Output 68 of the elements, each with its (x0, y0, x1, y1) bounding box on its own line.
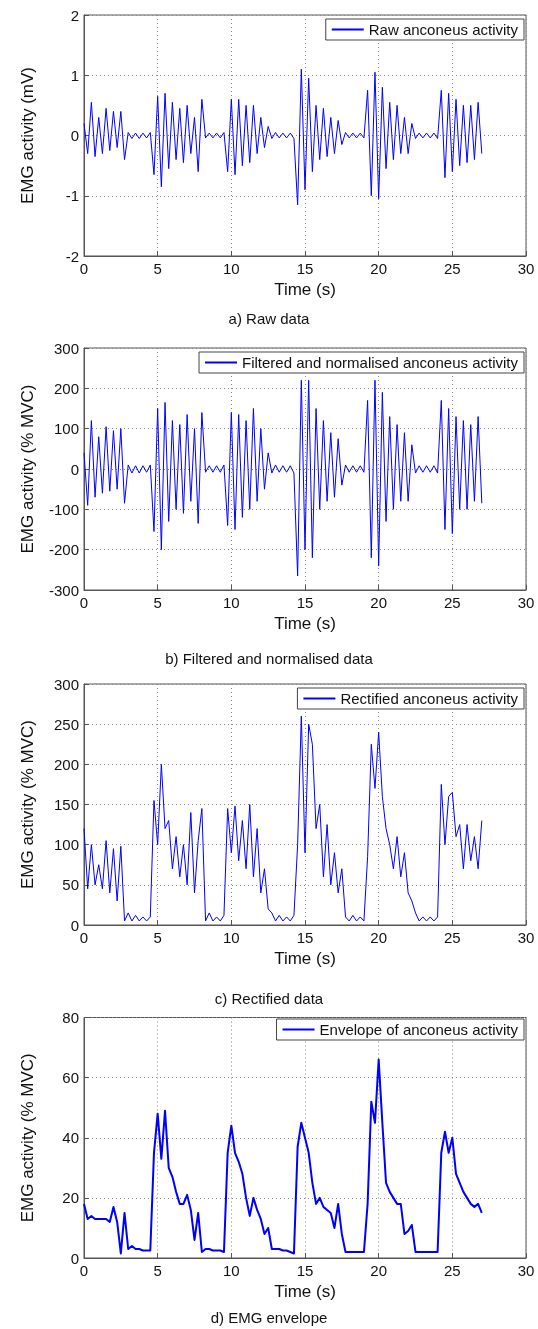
x-tick-label: 20 (370, 1262, 388, 1279)
y-tick-label: 60 (62, 1069, 79, 1087)
y-tick-label: 150 (53, 796, 79, 813)
y-tick-label: 0 (70, 1249, 79, 1267)
x-tick-label: 5 (153, 929, 162, 946)
x-tick-label: 15 (296, 594, 314, 611)
x-tick-label: 10 (222, 929, 240, 946)
legend-label: Raw anconeus activity (368, 21, 519, 38)
y-tick-label: 2 (70, 6, 79, 24)
y-tick-label: 0 (70, 127, 79, 144)
y-axis-title: EMG activity (% MVC) (18, 1053, 37, 1223)
y-axis-title: EMG activity (% MVC) (18, 719, 37, 890)
text: a) Raw data (228, 310, 311, 327)
y-tick-label: 50 (62, 876, 79, 894)
y-tick-label: 250 (53, 715, 79, 733)
y-tick-label: -100 (48, 500, 79, 518)
y-tick-label: 40 (62, 1129, 79, 1147)
x-axis-title: Time (s) (274, 280, 336, 299)
x-axis-title: Time (s) (274, 614, 336, 633)
y-axis-title: EMG activity (% MVC) (18, 384, 37, 554)
line-series (83, 379, 483, 577)
x-tick-label: 5 (153, 1262, 162, 1279)
y-tick-label: 200 (53, 755, 79, 773)
x-axis-title: Time (s) (274, 949, 336, 968)
x-tick-label: 10 (222, 594, 240, 611)
text: c) Rectified data (214, 990, 324, 1007)
x-tick-label: 25 (443, 594, 461, 611)
line-series (83, 1058, 483, 1255)
x-tick-label: 15 (296, 260, 314, 277)
x-tick-label: 15 (296, 929, 314, 946)
y-tick-label: -1 (65, 187, 79, 205)
y-tick-label: 20 (62, 1189, 79, 1207)
y-tick-label: 300 (53, 675, 79, 693)
text: d) EMG envelope (210, 1309, 328, 1326)
y-tick-label: -200 (48, 541, 79, 559)
x-tick-label: 5 (153, 260, 162, 277)
x-tick-label: 20 (370, 594, 388, 611)
y-tick-label: 100 (53, 420, 79, 438)
y-tick-label: 1 (70, 66, 79, 84)
y-tick-label: 80 (62, 1009, 79, 1026)
y-tick-label: 300 (53, 339, 79, 357)
y-tick-label: 0 (70, 916, 79, 934)
line-series (83, 715, 483, 922)
y-axis-title: EMG activity (mV) (18, 67, 37, 204)
x-tick-label: 20 (370, 260, 388, 277)
text: b) Filtered and normalised data (165, 650, 374, 667)
line-series (83, 68, 483, 206)
x-tick-label: 30 (517, 929, 535, 946)
x-tick-label: 30 (517, 1262, 535, 1279)
y-tick-label: 100 (53, 836, 79, 854)
y-tick-label: -300 (48, 581, 79, 599)
x-tick-label: 25 (443, 1262, 461, 1279)
x-tick-label: 10 (222, 260, 240, 277)
y-tick-label: 200 (53, 379, 79, 397)
x-tick-label: 5 (153, 594, 162, 611)
x-tick-label: 30 (517, 260, 535, 277)
x-tick-label: 10 (222, 1262, 240, 1279)
legend-label: Rectified anconeus activity (340, 690, 519, 707)
y-tick-label: -2 (65, 247, 79, 265)
y-tick-label: 0 (70, 460, 79, 478)
legend-label: Envelope of anconeus activity (319, 1021, 519, 1038)
x-tick-label: 25 (443, 929, 461, 946)
x-tick-label: 30 (517, 594, 535, 611)
x-tick-label: 25 (443, 260, 461, 277)
x-tick-label: 15 (296, 1262, 314, 1279)
legend-label: Filtered and normalised anconeus activity (242, 354, 519, 371)
x-axis-title: Time (s) (274, 1282, 336, 1301)
x-tick-label: 20 (370, 929, 388, 946)
